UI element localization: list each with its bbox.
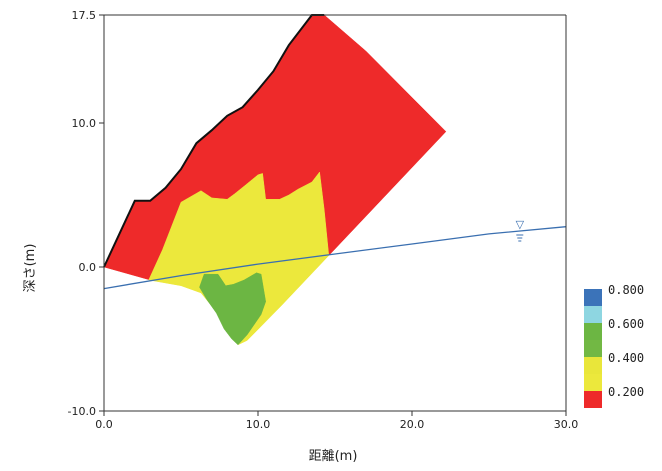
profile-lines: ▽ (103, 14, 567, 290)
legend-swatch (584, 289, 602, 306)
y-tick-label: 10.0 (72, 117, 97, 130)
legend-swatch (584, 340, 602, 357)
y-tick-label: 17.5 (72, 9, 97, 22)
legend-label: 0.400 (608, 351, 644, 365)
legend-swatch (584, 357, 602, 374)
x-tick-label: 0.0 (95, 418, 113, 431)
y-tick-label: 0.0 (79, 261, 97, 274)
axis-ticks: 0.0 10.0 20.0 30.017.510.00.0-10.0 (68, 9, 579, 431)
legend-swatch (584, 306, 602, 323)
y-tick-label: -10.0 (68, 405, 96, 418)
ground-surface-line (103, 14, 325, 268)
color-legend: 0.200 0.400 0.600 0.800 (584, 283, 644, 408)
legend-swatch (584, 323, 602, 340)
legend-swatch (584, 391, 602, 408)
x-axis-label: 距離(m) (309, 449, 358, 464)
x-tick-label: 10.0 (246, 418, 271, 431)
water-table-line (103, 226, 567, 290)
region-green (199, 272, 266, 346)
plot-frame (103, 14, 567, 412)
legend-label: 0.800 (608, 283, 644, 297)
contour-regions (103, 14, 447, 346)
x-tick-label: 30.0 (554, 418, 579, 431)
y-axis-label: 深さ(m) (23, 244, 38, 293)
x-tick-label: 20.0 (400, 418, 425, 431)
legend-swatch (584, 374, 602, 391)
legend-label: 0.600 (608, 317, 644, 331)
water-level-symbol: ▽ (516, 218, 525, 231)
legend-label: 0.200 (608, 385, 644, 399)
